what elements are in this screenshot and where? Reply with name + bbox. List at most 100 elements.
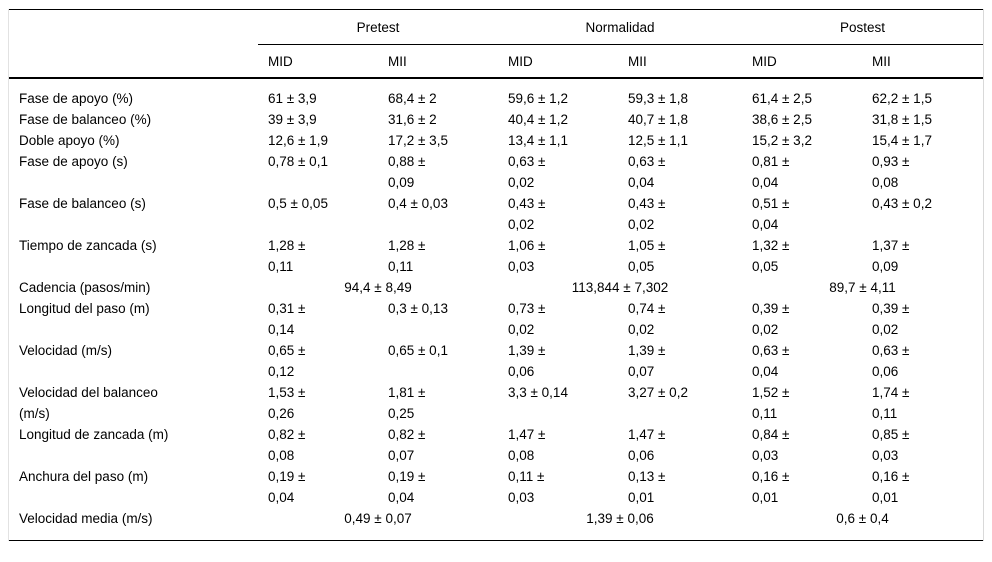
table-cell: 1,52 ± 0,11 [752,385,790,421]
table-row: Fase de balanceo (%) 39 ± 3,9 31,6 ± 2 4… [9,109,983,130]
table-cell: 3,3 ± 0,14 [508,385,568,400]
table-cell: 0,5 ± 0,05 [268,196,328,211]
row-label: Fase de balanceo (s) [19,196,146,211]
table-cell: 40,4 ± 1,2 [508,112,568,127]
table-cell-span: 94,4 ± 8,49 [344,280,412,295]
table-cell-span: 0,6 ± 0,4 [836,511,889,526]
column-header: MID [498,44,618,79]
table-cell: 38,6 ± 2,5 [752,112,812,127]
table-cell: 1,47 ± 0,06 [628,427,666,463]
table-cell: 12,6 ± 1,9 [268,133,328,148]
table-row: Velocidad (m/s) 0,65 ± 0,12 0,65 ± 0,1 1… [9,340,983,382]
table-cell: 0,82 ± 0,07 [388,427,426,463]
table-cell: 62,2 ± 1,5 [872,91,932,106]
group-header-pretest: Pretest [258,9,498,45]
table-cell: 0,65 ± 0,12 [268,343,306,379]
table-cell: 0,51 ± 0,04 [752,196,790,232]
row-label: Fase de apoyo (s) [19,154,128,169]
table-cell: 1,81 ± 0,25 [388,385,426,421]
row-label: Cadencia (pasos/min) [19,280,151,295]
table-row: Longitud de zancada (m) 0,82 ± 0,08 0,82… [9,424,983,466]
table-cell: 1,32 ± 0,05 [752,238,790,274]
table-cell: 0,78 ± 0,1 [268,154,328,169]
table-cell: 0,82 ± 0,08 [268,427,306,463]
row-label: Tiempo de zancada (s) [19,238,157,253]
table-cell: 0,93 ± 0,08 [872,154,910,190]
gait-results-table: Pretest Normalidad Postest MID MII MID M… [9,9,983,541]
table-cell: 0,39 ± 0,02 [872,301,910,337]
table-cell: 15,2 ± 3,2 [752,133,812,148]
table-row: Longitud del paso (m) 0,31 ± 0,14 0,3 ± … [9,298,983,340]
table-cell: 0,63 ± 0,06 [872,343,910,379]
table-cell: 0,39 ± 0,02 [752,301,790,337]
table-cell: 0,3 ± 0,13 [388,301,448,316]
table-row: Anchura del paso (m) 0,19 ± 0,04 0,19 ± … [9,466,983,508]
row-label: Anchura del paso (m) [19,469,149,484]
table-cell: 0,63 ± 0,04 [752,343,790,379]
table-cell: 59,3 ± 1,8 [628,91,688,106]
stub-header-cell [9,10,258,45]
table-cell: 0,13 ± 0,01 [628,469,666,505]
table-cell: 0,85 ± 0,03 [872,427,910,463]
table-cell: 3,27 ± 0,2 [628,385,688,400]
table-row: Tiempo de zancada (s) 1,28 ± 0,11 1,28 ±… [9,235,983,277]
table-cell: 1,05 ± 0,05 [628,238,666,274]
table-cell: 1,39 ± 0,06 [508,343,546,379]
table-cell: 0,43 ± 0,02 [628,196,666,232]
table-cell: 0,11 ± 0,03 [508,469,545,505]
sub-header-row: MID MII MID MII MID MII [9,44,983,79]
table-row: Cadencia (pasos/min) 94,4 ± 8,49 113,844… [9,277,983,298]
group-header-postest: Postest [742,9,983,45]
table-cell: 0,73 ± 0,02 [508,301,546,337]
group-header-normalidad: Normalidad [498,9,742,45]
table-row: Fase de balanceo (s) 0,5 ± 0,05 0,4 ± 0,… [9,193,983,235]
column-header: MID [258,44,378,79]
table-cell: 0,88 ± 0,09 [388,154,426,190]
table-cell: 31,8 ± 1,5 [872,112,932,127]
table-cell: 0,74 ± 0,02 [628,301,666,337]
row-label: Doble apoyo (%) [19,133,120,148]
table-cell-span: 113,844 ± 7,302 [571,280,669,295]
results-table-container: Pretest Normalidad Postest MID MII MID M… [8,9,984,541]
table-cell: 1,39 ± 0,07 [628,343,666,379]
table-cell: 0,19 ± 0,04 [268,469,306,505]
table-cell: 0,65 ± 0,1 [388,343,448,358]
table-row: Velocidad del balanceo (m/s) 1,53 ± 0,26… [9,382,983,424]
table-cell: 15,4 ± 1,7 [872,133,932,148]
table-cell: 40,7 ± 1,8 [628,112,688,127]
table-cell: 68,4 ± 2 [388,91,437,106]
table-cell: 0,63 ± 0,02 [508,154,546,190]
table-cell: 12,5 ± 1,1 [628,133,688,148]
table-row: Fase de apoyo (s) 0,78 ± 0,1 0,88 ± 0,09… [9,151,983,193]
row-label: Velocidad del balanceo (m/s) [19,385,158,421]
table-cell: 0,19 ± 0,04 [388,469,426,505]
column-header: MII [862,44,983,79]
table-cell: 0,31 ± 0,14 [268,301,306,337]
table-cell: 0,43 ± 0,02 [508,196,546,232]
row-label: Velocidad (m/s) [19,343,113,358]
table-row: Velocidad media (m/s) 0,49 ± 0,07 1,39 ±… [9,508,983,541]
table-cell-span: 0,49 ± 0,07 [344,511,412,526]
table-cell: 0,16 ± 0,01 [752,469,790,505]
table-cell: 61,4 ± 2,5 [752,91,812,106]
table-row: Doble apoyo (%) 12,6 ± 1,9 17,2 ± 3,5 13… [9,130,983,151]
row-label: Longitud del paso (m) [19,301,150,316]
table-cell: 1,28 ± 0,11 [268,238,306,274]
table-cell: 31,6 ± 2 [388,112,437,127]
table-cell: 13,4 ± 1,1 [508,133,568,148]
table-cell: 1,47 ± 0,08 [508,427,546,463]
table-cell: 0,43 ± 0,2 [872,196,932,211]
column-header: MID [742,44,862,79]
row-label: Fase de balanceo (%) [19,112,152,127]
column-header: MII [378,44,498,79]
table-cell: 61 ± 3,9 [268,91,317,106]
table-cell: 0,81 ± 0,04 [752,154,790,190]
table-cell: 0,4 ± 0,03 [388,196,448,211]
group-header-row: Pretest Normalidad Postest [9,9,983,45]
table-row: Fase de apoyo (%) 61 ± 3,9 68,4 ± 2 59,6… [9,78,983,109]
stub-header-cell [9,44,258,79]
table-cell: 0,84 ± 0,03 [752,427,790,463]
table-cell: 1,37 ± 0,09 [872,238,910,274]
table-cell: 59,6 ± 1,2 [508,91,568,106]
table-cell: 39 ± 3,9 [268,112,317,127]
